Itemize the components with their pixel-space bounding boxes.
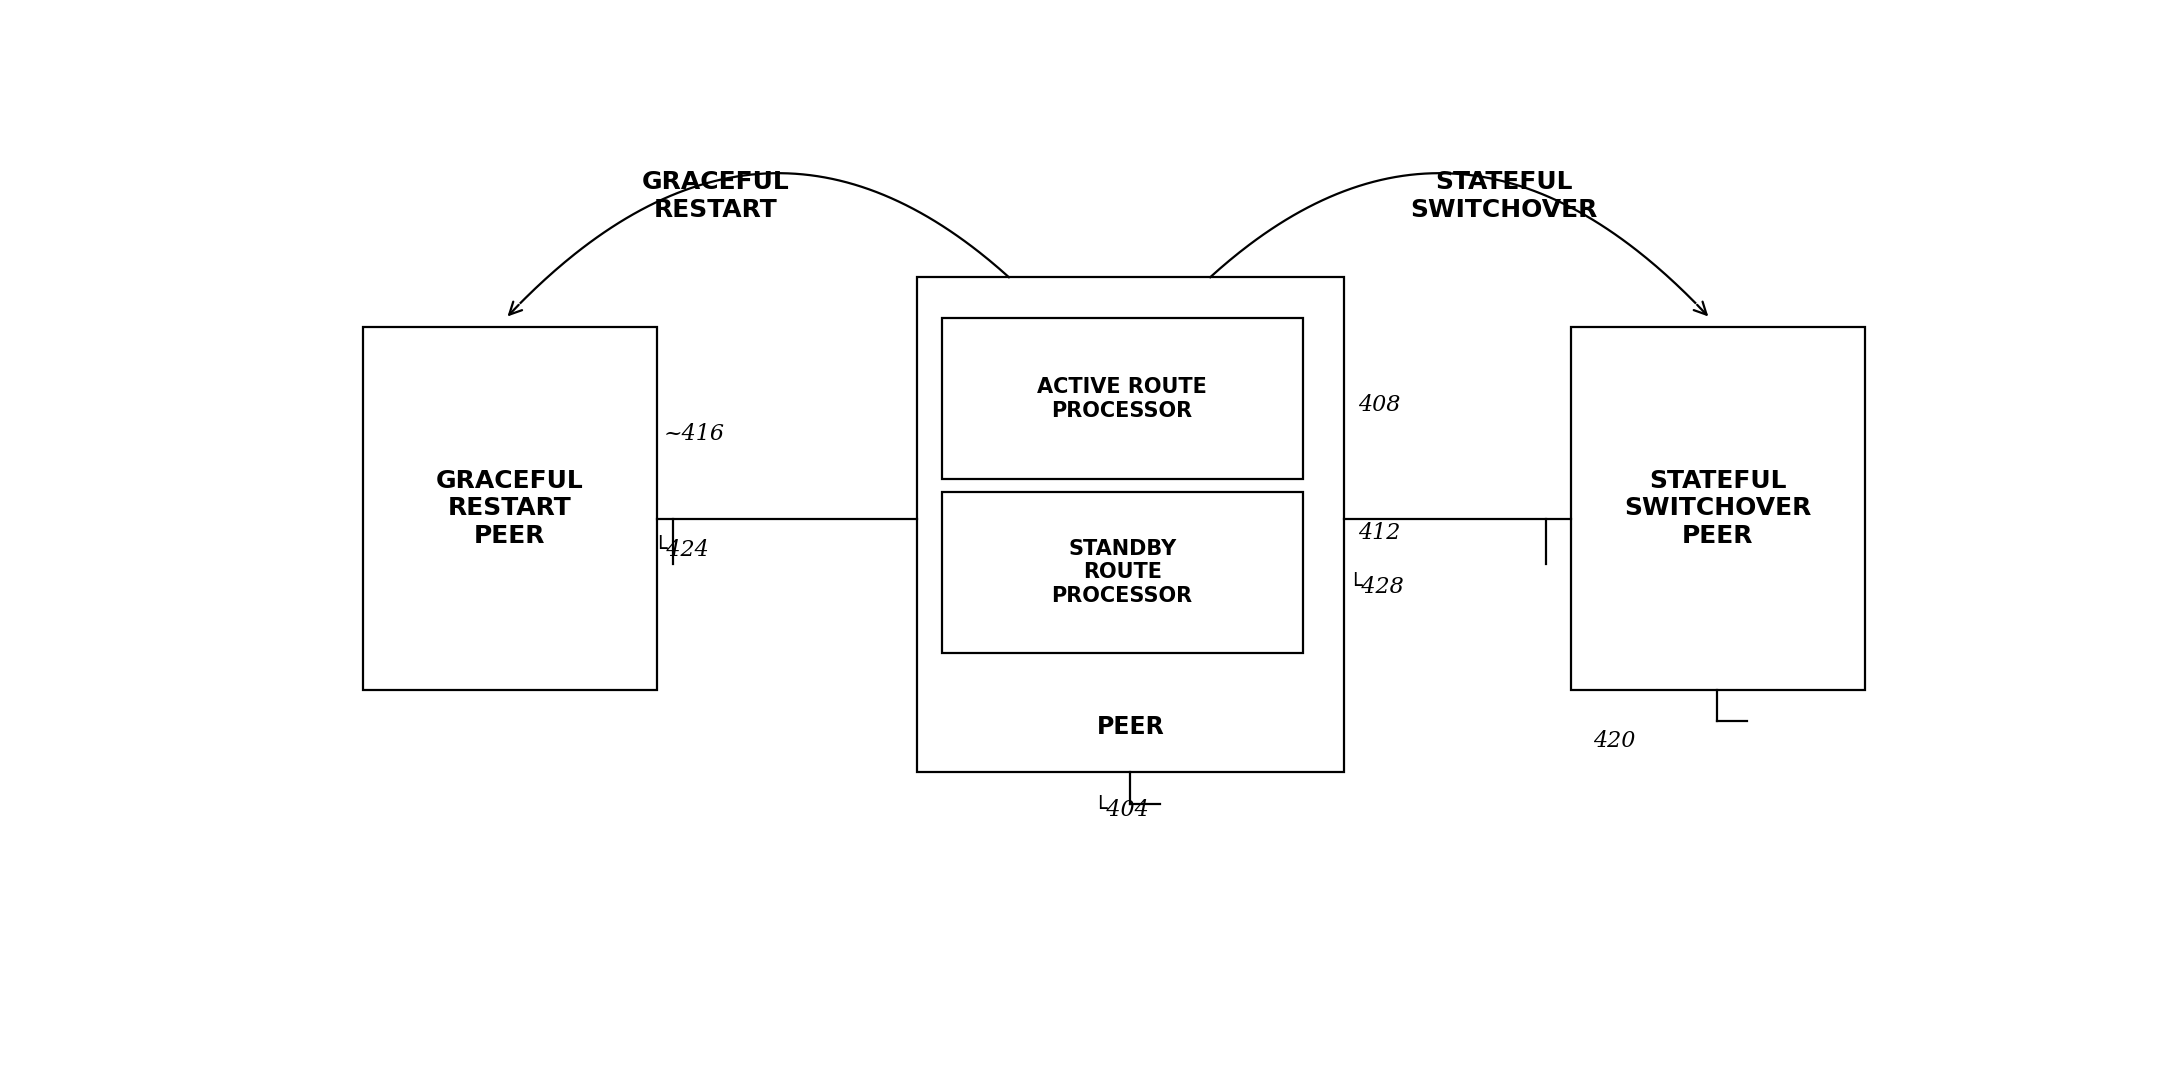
Text: └428: └428 [1349, 576, 1403, 598]
Text: PEER: PEER [1098, 715, 1165, 739]
Bar [1572, 327, 1864, 690]
Bar [916, 278, 1344, 773]
Text: 408: 408 [1357, 394, 1401, 416]
Text: GRACEFUL
RESTART
PEER: GRACEFUL RESTART PEER [435, 468, 585, 548]
Bar [364, 327, 656, 690]
Text: 412: 412 [1357, 522, 1401, 545]
Text: ~416: ~416 [662, 423, 725, 445]
Text: └404: └404 [1093, 799, 1150, 821]
Text: └424: └424 [654, 538, 708, 561]
Text: ACTIVE ROUTE
PROCESSOR: ACTIVE ROUTE PROCESSOR [1037, 377, 1208, 420]
Text: 420: 420 [1593, 730, 1635, 753]
Text: STATEFUL
SWITCHOVER: STATEFUL SWITCHOVER [1409, 170, 1598, 222]
Bar [942, 318, 1303, 479]
Text: GRACEFUL
RESTART: GRACEFUL RESTART [641, 170, 788, 222]
Bar [942, 492, 1303, 653]
Text: STANDBY
ROUTE
PROCESSOR: STANDBY ROUTE PROCESSOR [1052, 539, 1193, 606]
Text: STATEFUL
SWITCHOVER
PEER: STATEFUL SWITCHOVER PEER [1624, 468, 1812, 548]
